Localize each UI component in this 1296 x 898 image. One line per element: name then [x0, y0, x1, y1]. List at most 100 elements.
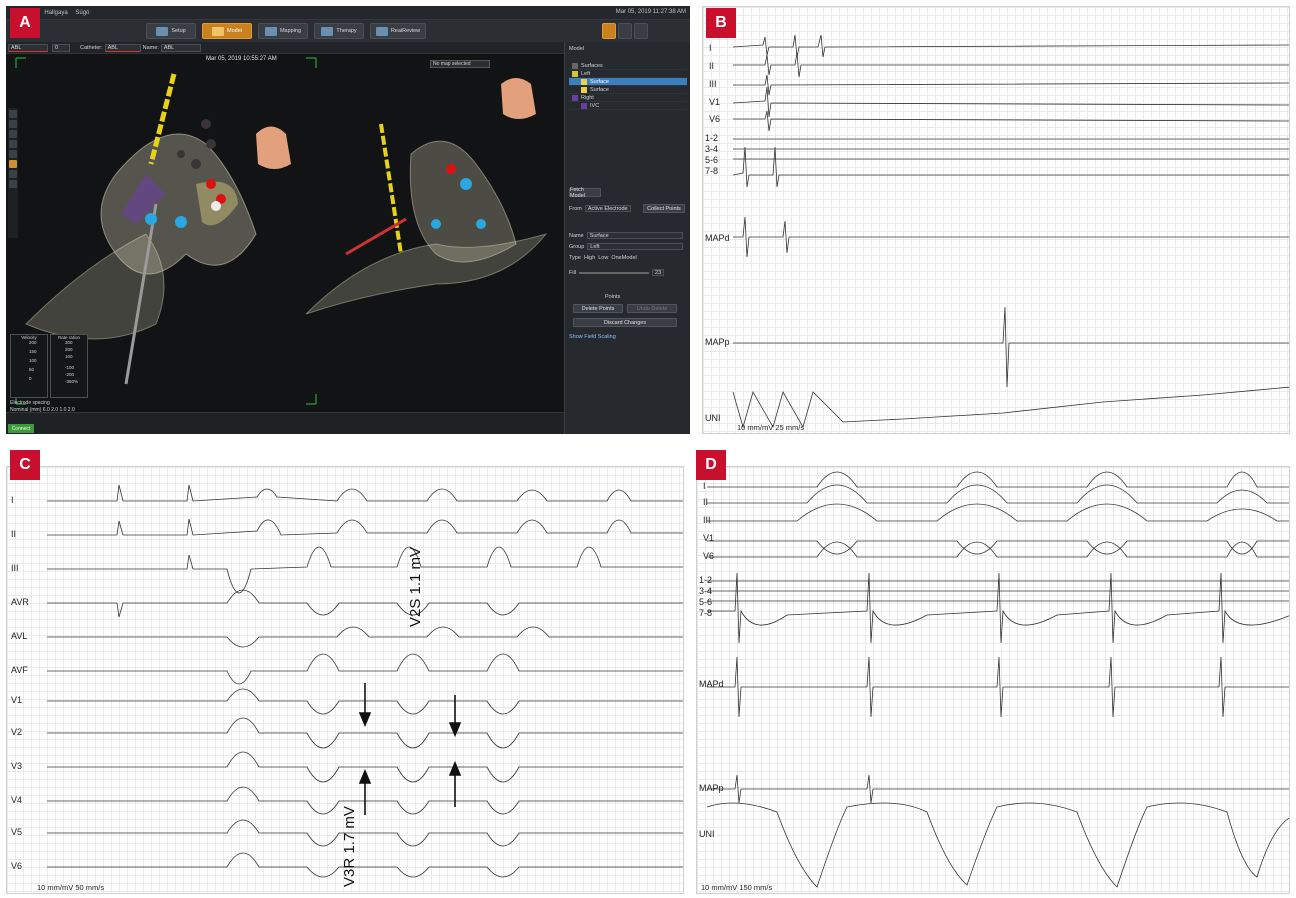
tree-row[interactable]: IVC	[569, 102, 687, 110]
menu-item[interactable]: Súgó	[75, 9, 90, 16]
fetch-model-button[interactable]: Fetch Model	[569, 187, 601, 199]
pointer-tool-icon[interactable]	[9, 120, 17, 128]
nav-mapping-button[interactable]: Mapping	[258, 23, 308, 39]
3d-viewport[interactable]: Mar 05, 2019 10:55:27 AM No map selected	[6, 54, 564, 413]
gauge-title: Rate ration	[57, 335, 80, 340]
gauge-title: Velocity	[21, 335, 37, 340]
electrode-line1: Electrode spacing	[10, 400, 50, 406]
lead-label: MAPd	[699, 679, 724, 689]
tree-row[interactable]: Surface	[569, 78, 687, 86]
delete-points-button[interactable]: Delete Points	[573, 304, 623, 313]
tree-label: Surfaces	[581, 62, 603, 69]
gauge-tick: 0	[29, 376, 32, 381]
connect-button[interactable]: Connect	[8, 424, 34, 433]
points-label: Points	[605, 294, 621, 300]
panel-d-ecg-tracing: I II III V1 V6 1-2 3-4 5-6 7-8 MAPd MAPp…	[696, 466, 1290, 894]
workflow-nav: Setup Model Mapping Therapy ReaiReview	[6, 20, 690, 42]
discard-changes-button[interactable]: Discard Changes	[573, 318, 677, 327]
surface-tree: Surfaces Left Surface Surface Right IVC	[569, 62, 687, 110]
nav-label: Mapping	[279, 28, 302, 34]
lead-label: 5-6	[705, 155, 719, 165]
brush-tool-icon[interactable]	[9, 160, 17, 168]
type-option-low[interactable]: Low	[598, 255, 609, 261]
panel-label-c: C	[10, 450, 40, 480]
eye-icon[interactable]	[572, 62, 578, 69]
lead-label: 1-2	[699, 575, 713, 585]
menu-item[interactable]: Hallgaya	[44, 9, 68, 16]
nav-label: Model	[227, 28, 242, 34]
scale-label: 10 mm/mV 50 mm/s	[37, 883, 105, 892]
lead-label: 3-4	[699, 586, 713, 596]
cut-tool-icon[interactable]	[9, 180, 17, 188]
tree-label: Surface	[590, 86, 609, 93]
gauge-tick: 300	[65, 340, 73, 345]
show-field-scaling-link[interactable]: Show Field Scaling	[569, 334, 616, 340]
name-select[interactable]: ABL	[160, 43, 201, 52]
type-option-high[interactable]: High	[583, 255, 596, 261]
fill-value[interactable]: 23	[652, 269, 665, 276]
from-select[interactable]: Active Electrode	[584, 205, 631, 212]
view-lat-button[interactable]	[618, 23, 632, 39]
color-swatch-icon	[572, 94, 578, 101]
panel-d-waveforms	[706, 471, 1289, 888]
nav-review-button[interactable]: ReaiReview	[370, 23, 426, 39]
lead-label: V1	[703, 533, 715, 543]
group-label: Group	[569, 243, 585, 250]
lead-label: MAPd	[705, 233, 730, 243]
name-label: Name:	[142, 44, 159, 51]
panel-label-b: B	[706, 8, 736, 38]
lead-label: I	[703, 481, 706, 491]
lead-label: III	[11, 563, 19, 573]
name-field[interactable]: Surface	[586, 232, 683, 239]
review-icon	[375, 26, 388, 36]
status-bar: Connect	[6, 412, 564, 434]
annotation-v2s: V2S 1.1 mV	[407, 546, 424, 627]
nav-therapy-button[interactable]: Therapy	[314, 23, 364, 39]
measure-tool-icon[interactable]	[9, 130, 17, 138]
tree-row[interactable]: Surface	[569, 86, 687, 94]
tree-label: IVC	[590, 102, 600, 109]
lead-label: 7-8	[705, 166, 719, 176]
lead-label: III	[709, 79, 717, 89]
nav-model-button[interactable]: Model	[202, 23, 252, 39]
eraser-tool-icon[interactable]	[9, 170, 17, 178]
arrow-markers	[358, 683, 462, 815]
lead-label: I	[709, 43, 712, 53]
pan-tool-icon[interactable]	[9, 140, 17, 148]
collect-points-button[interactable]: Collect Points	[643, 204, 685, 213]
gauge-tick: 150	[29, 349, 37, 354]
mapping-icon	[264, 26, 277, 36]
view-pa-button[interactable]	[634, 23, 648, 39]
type-option-onemodel[interactable]: OneModel	[611, 255, 637, 261]
tree-row[interactable]: Left	[569, 70, 687, 78]
map-select[interactable]: No map selected	[430, 60, 490, 68]
tree-label: Left	[581, 70, 591, 77]
menu: al Hallgaya Súgó	[32, 10, 95, 16]
lead-label: AVF	[11, 665, 28, 675]
scale-label: 10 mm/mV 25 mm/s	[737, 423, 805, 432]
scale-label: 10 mm/mV 150 mm/s	[701, 883, 773, 892]
tree-row[interactable]: Right	[569, 94, 687, 102]
group-select[interactable]: Left	[587, 243, 684, 250]
gauge-tick: 100	[29, 358, 37, 363]
undo-delete-button[interactable]: Undo Delete	[627, 304, 677, 313]
electrode-values: 6.0 2.0 1.0 2.0	[42, 407, 75, 413]
catheter-select[interactable]: ABL	[104, 43, 141, 52]
lead-label: 5-6	[699, 597, 713, 607]
panel-b-ecg-tracing: I II III V1 V6 1-2 3-4 5-6 7-8 MAPd MAPp…	[702, 6, 1290, 434]
nav-setup-button[interactable]: Setup	[146, 23, 196, 39]
panel-c-waveforms	[47, 484, 683, 878]
view-ap-button[interactable]	[602, 23, 616, 39]
rotate-tool-icon[interactable]	[9, 110, 17, 118]
velocity-gauge: Velocity 200 150 100 50 0	[10, 334, 48, 398]
panel-a-mapping-software: al Hallgaya Súgó Mar 05, 2019 11:27:38 A…	[6, 6, 690, 434]
fill-slider[interactable]	[579, 271, 650, 274]
tree-label: Surface	[590, 78, 609, 85]
lasso-tool-icon[interactable]	[9, 150, 17, 158]
nav-label: ReaiReview	[390, 28, 421, 34]
gauge-tick: -360%	[65, 379, 79, 384]
abl-select[interactable]: ABL	[8, 43, 48, 52]
catheter-label: Catheter:	[80, 44, 103, 51]
tree-row[interactable]: Surfaces	[569, 62, 687, 70]
electrode-select[interactable]: 0	[52, 43, 70, 52]
